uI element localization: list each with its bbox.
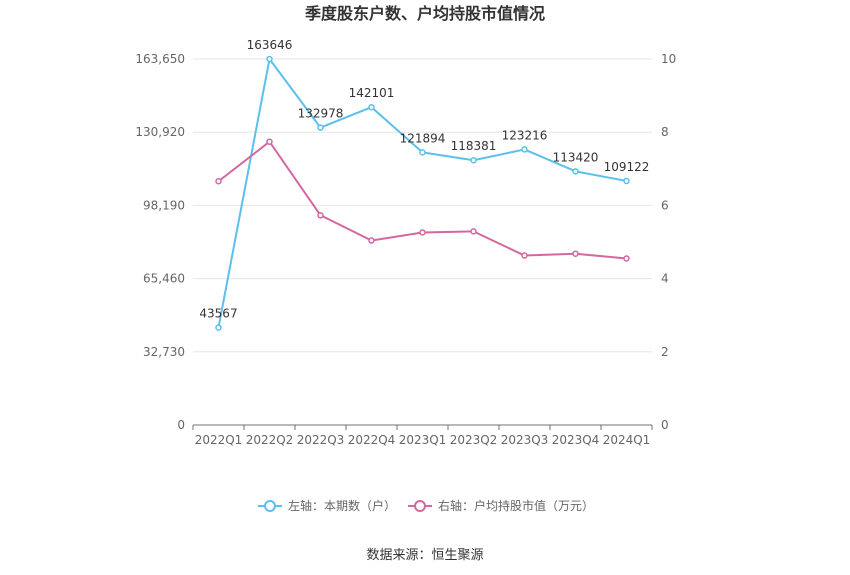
left-axis-tick-label: 65,460 bbox=[143, 272, 185, 286]
left-axis-tick-label: 32,730 bbox=[143, 345, 185, 359]
data-label: 118381 bbox=[451, 139, 497, 153]
legend-label: 左轴：本期数（户） bbox=[288, 498, 396, 513]
series-2-point bbox=[419, 229, 426, 236]
legend: 左轴：本期数（户） 右轴：户均持股市值（万元） bbox=[258, 498, 594, 513]
left-axis-tick-label: 163,650 bbox=[135, 52, 185, 66]
left-axis-tick-label: 0 bbox=[177, 418, 185, 432]
right-axis-tick-label: 2 bbox=[661, 345, 669, 359]
left-axis-tick-label: 130,920 bbox=[135, 125, 185, 139]
series-2-point bbox=[623, 255, 630, 262]
legend-marker-icon bbox=[264, 500, 276, 512]
series-1-point bbox=[266, 55, 273, 63]
series-1-point bbox=[623, 177, 630, 185]
data-label: 109122 bbox=[604, 160, 650, 174]
series-1-point bbox=[368, 103, 375, 111]
data-label-layer: 43567 163646 132978 142101 121894 118381 12321… bbox=[199, 38, 649, 321]
series-2-point bbox=[215, 177, 222, 185]
x-axis-tick-label: 2022Q2 bbox=[246, 433, 294, 447]
series-line-1 bbox=[217, 58, 627, 328]
source-note: 数据来源：恒生聚源 bbox=[366, 548, 483, 563]
series-2-point bbox=[368, 237, 375, 244]
data-label: 132978 bbox=[298, 107, 344, 121]
x-axis-tick-label: 2022Q3 bbox=[297, 433, 345, 447]
series-layer bbox=[215, 55, 630, 331]
series-1-point bbox=[572, 168, 579, 175]
series-1-point bbox=[470, 156, 477, 164]
x-axis-tick-label: 2024Q1 bbox=[603, 433, 651, 447]
series-2-point bbox=[521, 252, 528, 259]
data-label: 123216 bbox=[502, 128, 548, 142]
x-axis-tick-label: 2023Q4 bbox=[552, 433, 600, 447]
axis-layer: 0 32,730 65,460 98,190 130,920 163,650 0 2 4 6 8 10… bbox=[135, 52, 676, 447]
series-2-point bbox=[266, 138, 273, 145]
data-label: 121894 bbox=[400, 131, 446, 145]
series-2-point bbox=[572, 250, 579, 257]
x-axis-tick-label: 2023Q3 bbox=[501, 433, 549, 447]
series-1-point bbox=[419, 149, 426, 156]
series-2-point bbox=[470, 228, 477, 235]
series-2-point bbox=[317, 212, 324, 219]
right-axis-tick-label: 0 bbox=[661, 418, 669, 432]
chart-title: 季度股东户数、户均持股市值情况 bbox=[304, 4, 545, 23]
series-1-point bbox=[317, 124, 324, 131]
right-axis-tick-label: 8 bbox=[661, 125, 669, 139]
data-label: 113420 bbox=[553, 150, 599, 164]
series-1-point bbox=[215, 324, 222, 331]
data-label: 142101 bbox=[349, 86, 395, 100]
data-label: 163646 bbox=[247, 38, 293, 52]
right-axis-tick-label: 4 bbox=[661, 272, 669, 286]
data-label: 43567 bbox=[199, 307, 237, 321]
x-axis-tick-label: 2023Q2 bbox=[450, 433, 498, 447]
x-axis-tick-label: 2023Q1 bbox=[399, 433, 447, 447]
left-axis-tick-label: 98,190 bbox=[143, 198, 185, 212]
series-1-point bbox=[521, 146, 528, 153]
right-axis-tick-label: 10 bbox=[661, 52, 676, 66]
x-axis-tick-label: 2022Q1 bbox=[195, 433, 243, 447]
x-axis-tick-label: 2022Q4 bbox=[348, 433, 396, 447]
legend-label: 右轴：户均持股市值（万元） bbox=[438, 498, 594, 513]
legend-marker-icon bbox=[414, 500, 426, 512]
right-axis-tick-label: 6 bbox=[661, 198, 669, 212]
